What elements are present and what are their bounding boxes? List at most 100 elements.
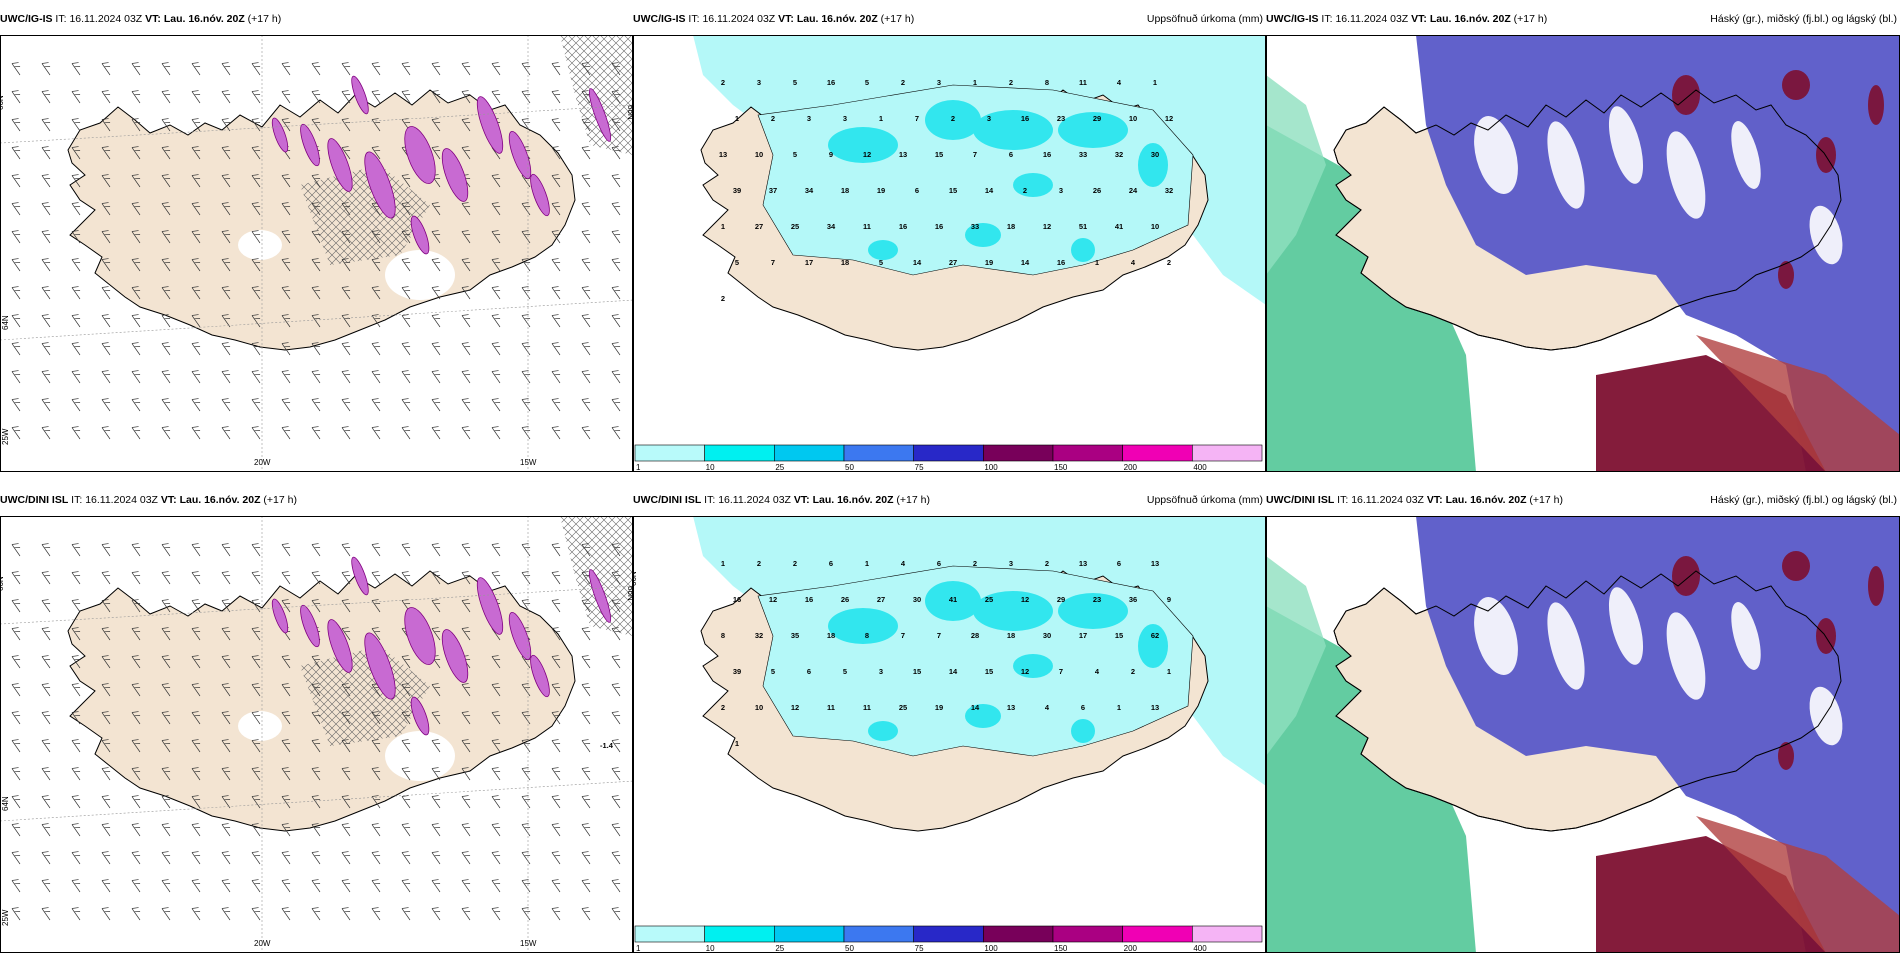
precip-value: 12 xyxy=(1021,667,1029,676)
colorbar-segment xyxy=(1192,444,1263,462)
precip-value: 7 xyxy=(915,114,919,123)
precip-value: 1 xyxy=(735,739,739,748)
precip-value: 14 xyxy=(971,703,980,712)
precip-value: 62 xyxy=(1151,631,1159,640)
precip-value: 3 xyxy=(879,667,883,676)
precip-value: 25 xyxy=(899,703,907,712)
precip-value: 18 xyxy=(841,258,849,267)
panel-header: UWC/DINI ISL IT: 16.11.2024 03Z VT: Lau.… xyxy=(633,494,1263,506)
precip-value: 24 xyxy=(1129,186,1138,195)
precip-value: 1 xyxy=(1153,78,1157,87)
precip-value: 10 xyxy=(1151,222,1159,231)
edge-label: 66N xyxy=(633,571,638,586)
precip-value: 32 xyxy=(1115,150,1123,159)
wind-map[interactable]: 66N 64N 25W 20W 15W 66N -1.4 xyxy=(0,516,633,953)
precip-value: 12 xyxy=(1021,595,1029,604)
precip-value: 39 xyxy=(733,186,741,195)
precip-value: 30 xyxy=(913,595,921,604)
precip-value: 35 xyxy=(791,631,799,640)
colorbar-segment xyxy=(983,925,1054,943)
precip-value: 34 xyxy=(827,222,836,231)
colorbar-segment xyxy=(843,925,914,943)
precip-value: 12 xyxy=(791,703,799,712)
lat-label: 64N xyxy=(1,315,10,330)
precip-value: 7 xyxy=(973,150,977,159)
precip-value: 32 xyxy=(1165,186,1173,195)
precip-value: 3 xyxy=(843,114,847,123)
precip-value: 5 xyxy=(843,667,847,676)
precip-value: 13 xyxy=(719,150,727,159)
precip-value: 2 xyxy=(1009,78,1013,87)
panel-cloud-top: UWC/IG-IS IT: 16.11.2024 03Z VT: Lau. 16… xyxy=(1266,12,1900,472)
precip-value: 2 xyxy=(1167,258,1171,267)
colorbar-segment xyxy=(774,925,845,943)
precip-value: 1 xyxy=(865,559,869,568)
cloud-map[interactable] xyxy=(1266,35,1900,472)
precip-value: 16 xyxy=(935,222,943,231)
precip-value: 1 xyxy=(1167,667,1171,676)
precip-value: 1 xyxy=(973,78,977,87)
precip-value: 13 xyxy=(1079,559,1087,568)
cloud-map[interactable] xyxy=(1266,516,1900,953)
lon-label: 15W xyxy=(520,939,537,948)
precip-value: 37 xyxy=(769,186,777,195)
precip-value: 12 xyxy=(863,150,871,159)
precip-value: 1 xyxy=(1117,703,1121,712)
precip-value: 6 xyxy=(937,559,941,568)
colorbar-segment xyxy=(1052,925,1123,943)
precip-value: 19 xyxy=(877,186,885,195)
colorbar-label: 10 xyxy=(706,944,715,953)
wind-map[interactable]: 66N 64N 25W 20W 15W 66N xyxy=(0,35,633,472)
precip-value: 33 xyxy=(971,222,979,231)
precip-value: 3 xyxy=(807,114,811,123)
colorbar-segment xyxy=(913,925,984,943)
precip-value: 12 xyxy=(1165,114,1173,123)
precip-value: 5 xyxy=(793,150,797,159)
precip-value: 16 xyxy=(805,595,813,604)
precip-value: 7 xyxy=(771,258,775,267)
precip-value: 7 xyxy=(937,631,941,640)
precip-value: 16 xyxy=(733,595,741,604)
precip-value: 2 xyxy=(771,114,775,123)
colorbar-label: 100 xyxy=(984,463,998,472)
panel-cloud-bottom: UWC/DINI ISL IT: 16.11.2024 03Z VT: Lau.… xyxy=(1266,493,1900,953)
colorbar-label: 25 xyxy=(775,463,784,472)
precip-value: 28 xyxy=(971,631,979,640)
colorbar-label: 50 xyxy=(845,944,854,953)
precip-value: 14 xyxy=(913,258,922,267)
panel-precip-top: UWC/IG-IS IT: 16.11.2024 03Z VT: Lau. 16… xyxy=(633,12,1266,472)
precip-value: 41 xyxy=(1115,222,1123,231)
precip-value: 2 xyxy=(1045,559,1049,568)
colorbar-label: 1 xyxy=(636,944,641,953)
lat-label: 64N xyxy=(1,796,10,811)
precip-value: 51 xyxy=(1079,222,1087,231)
panel-title: Háský (gr.), miðský (fj.bl.) og lágský (… xyxy=(1710,494,1897,506)
precip-value: 13 xyxy=(1151,703,1159,712)
colorbar-label: 50 xyxy=(845,463,854,472)
value-label: -1.4 xyxy=(600,741,614,750)
precip-value: 1 xyxy=(721,222,725,231)
colorbar-label: 400 xyxy=(1193,944,1207,953)
precip-value: 17 xyxy=(1079,631,1087,640)
precip-value: 6 xyxy=(1117,559,1121,568)
precip-value: 3 xyxy=(987,114,991,123)
precip-value: 14 xyxy=(985,186,994,195)
precip-value: 2 xyxy=(757,559,761,568)
precip-value: 27 xyxy=(755,222,763,231)
panel-header: UWC/DINI ISL IT: 16.11.2024 03Z VT: Lau.… xyxy=(1266,494,1897,506)
precip-value: 2 xyxy=(901,78,905,87)
colorbar-label: 200 xyxy=(1124,944,1138,953)
precip-value: 18 xyxy=(841,186,849,195)
colorbar-segment xyxy=(1192,925,1263,943)
precip-value: 4 xyxy=(1117,78,1122,87)
precip-value: 18 xyxy=(827,631,835,640)
colorbar-segment xyxy=(634,925,705,943)
precip-value: 16 xyxy=(899,222,907,231)
precip-value: 13 xyxy=(1151,559,1159,568)
edge-label: 66N xyxy=(626,586,633,601)
precip-value: 4 xyxy=(1095,667,1100,676)
precip-value: 3 xyxy=(937,78,941,87)
colorbar-label: 75 xyxy=(915,463,924,472)
